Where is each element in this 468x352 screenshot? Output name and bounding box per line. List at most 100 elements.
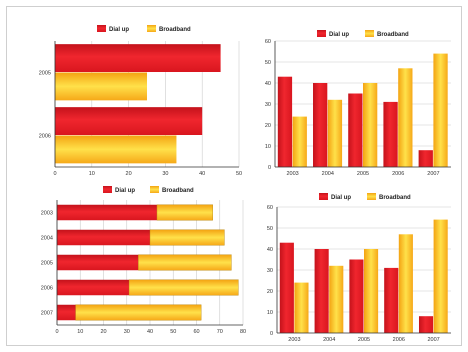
bar-broadband — [294, 282, 309, 333]
legend-swatch-broadband — [365, 30, 374, 37]
bars — [279, 219, 448, 333]
y-tick-label: 50 — [267, 226, 273, 232]
legend-swatch-dialup — [319, 193, 328, 200]
legend: Dial up Broadband — [103, 186, 194, 194]
x-tick-label: 2003 — [286, 171, 298, 177]
bar-broadband — [156, 204, 213, 221]
bar-dialup — [348, 93, 363, 167]
bar-broadband — [433, 219, 448, 333]
x-tick-label: 0 — [53, 171, 56, 177]
y-tick-label: 30 — [267, 268, 273, 274]
y-tick-label: 50 — [265, 60, 271, 66]
legend-label-broadband: Broadband — [159, 27, 191, 33]
bar-broadband — [398, 234, 413, 333]
legend-label-broadband: Broadband — [379, 195, 411, 201]
y-tick-label: 30 — [265, 102, 271, 108]
axes — [276, 207, 451, 334]
legend-label-dialup: Dial up — [109, 27, 129, 33]
legend-label-dialup: Dial up — [331, 195, 351, 201]
bar-broadband — [292, 116, 307, 167]
legend-swatch-dialup — [103, 186, 112, 193]
x-tick-label: 20 — [126, 171, 132, 177]
bar-broadband — [433, 53, 448, 167]
legend: Dial up Broadband — [317, 30, 409, 38]
bar-dialup — [313, 83, 328, 167]
tick-labels: 0 10 20 30 40 50 60 2003 2004 2005 2006 2007 — [267, 205, 440, 343]
legend-swatch-broadband — [150, 186, 159, 193]
y-tick-label: 10 — [267, 310, 273, 316]
legend-swatch-dialup — [97, 25, 106, 32]
bar-broadband — [138, 254, 232, 271]
axes — [274, 41, 451, 168]
bars — [55, 44, 221, 164]
legend-label-dialup: Dial up — [329, 32, 349, 38]
legend: Dial up Broadband — [97, 25, 191, 33]
y-tick-label: 60 — [267, 205, 273, 211]
x-tick-label: 20 — [100, 329, 106, 335]
bar-broadband — [55, 135, 177, 164]
x-tick-label: 10 — [77, 329, 83, 335]
legend-swatch-broadband — [147, 25, 156, 32]
bar-dialup — [57, 279, 130, 296]
bars — [277, 53, 448, 167]
x-tick-label: 2007 — [427, 171, 439, 177]
chart-top-right: Dial up Broadband 0 10 20 30 40 50 60 2003 2004 2… — [265, 30, 451, 177]
y-tick-label: 2006 — [41, 286, 53, 292]
charts-canvas: Dial up Broadband 0 10 20 30 40 50 2005 2006 Di… — [39, 25, 451, 343]
y-tick-label: 2005 — [41, 261, 53, 267]
legend-swatch-broadband — [367, 193, 376, 200]
x-tick-label: 70 — [217, 329, 223, 335]
legend-label-dialup: Dial up — [115, 188, 135, 194]
tick-labels: 0 10 20 30 40 50 60 2003 2004 2005 2006 2007 — [265, 39, 440, 177]
y-tick-label: 20 — [267, 289, 273, 295]
bar-broadband — [149, 229, 225, 246]
y-tick-label: 2003 — [41, 211, 53, 217]
bar-dialup — [57, 254, 139, 271]
bar-dialup — [349, 259, 364, 333]
x-tick-label: 50 — [170, 329, 176, 335]
x-tick-label: 2003 — [288, 337, 300, 343]
x-tick-label: 0 — [55, 329, 58, 335]
y-tick-label: 2004 — [41, 236, 53, 242]
x-tick-label: 2004 — [323, 337, 335, 343]
chart-bottom-left: Dial up Broadband 0 10 20 30 40 50 60 70 80 2003 2… — [41, 186, 246, 335]
x-tick-label: 30 — [162, 171, 168, 177]
bar-dialup — [57, 204, 157, 221]
bar-dialup — [277, 76, 293, 167]
chart-top-left: Dial up Broadband 0 10 20 30 40 50 2005 2006 — [39, 25, 242, 177]
bar-dialup — [57, 304, 76, 321]
x-tick-label: 40 — [199, 171, 205, 177]
chart-dashboard: Dial up Broadband 0 10 20 30 40 50 2005 2006 Di… — [6, 6, 462, 346]
bar-dialup — [418, 316, 434, 333]
x-tick-label: 2005 — [358, 337, 370, 343]
bar-dialup — [57, 229, 150, 246]
bar-broadband — [364, 249, 379, 333]
x-tick-label: 50 — [236, 171, 242, 177]
x-tick-label: 2007 — [427, 337, 439, 343]
bar-dialup — [279, 242, 294, 333]
bar-dialup — [55, 44, 221, 72]
y-tick-label: 40 — [265, 81, 271, 87]
y-tick-label: 40 — [267, 247, 273, 253]
axes — [54, 41, 239, 168]
bar-dialup — [55, 107, 203, 135]
y-tick-label: 2007 — [41, 311, 53, 317]
bar-broadband — [398, 68, 413, 167]
x-tick-label: 2004 — [322, 171, 334, 177]
y-tick-label: 2005 — [39, 71, 51, 77]
legend-swatch-dialup — [317, 30, 326, 37]
y-tick-label: 0 — [268, 165, 271, 171]
y-tick-label: 20 — [265, 123, 271, 129]
bar-dialup — [383, 101, 398, 167]
y-tick-label: 10 — [265, 144, 271, 150]
chart-bottom-right: Dial up Broadband 0 10 20 30 40 50 60 2003 2004 2… — [267, 193, 451, 343]
tick-labels: 0 10 20 30 40 50 2005 2006 — [39, 71, 242, 178]
x-tick-label: 30 — [124, 329, 130, 335]
bar-dialup — [314, 249, 329, 333]
bar-broadband — [75, 304, 202, 321]
tick-labels: 0 10 20 30 40 50 60 70 80 2003 2004 2005 2006 2007 — [41, 211, 246, 336]
bar-dialup — [384, 267, 399, 333]
y-tick-label: 0 — [270, 331, 273, 337]
x-tick-label: 10 — [89, 171, 95, 177]
bar-broadband — [55, 72, 147, 101]
